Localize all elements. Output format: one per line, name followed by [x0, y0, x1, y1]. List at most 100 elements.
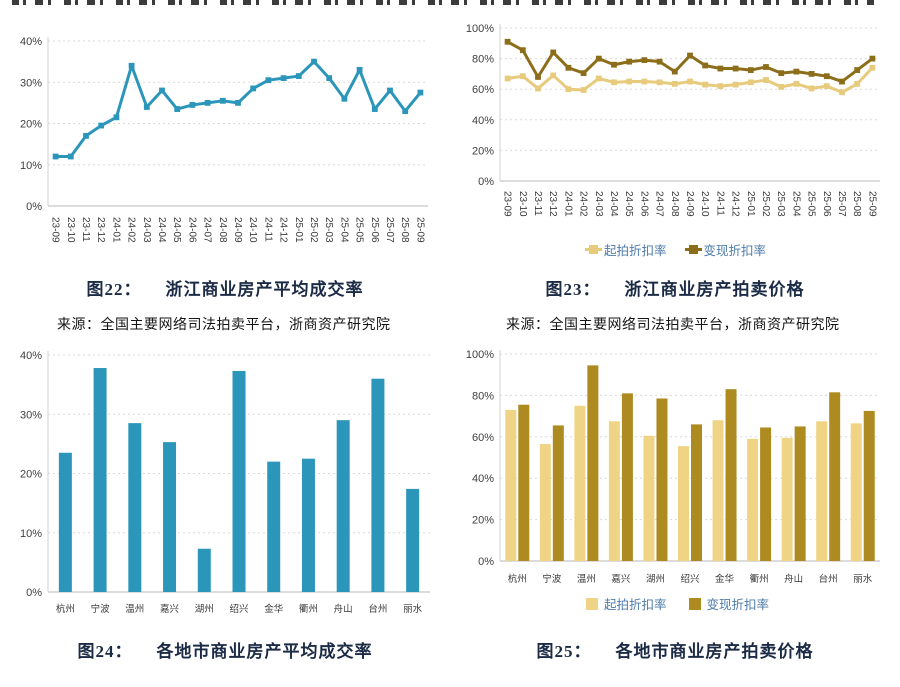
- legend-item: 起拍折扣率: [585, 594, 667, 613]
- svg-text:24-10: 24-10: [699, 191, 710, 217]
- svg-text:25-02: 25-02: [308, 217, 319, 243]
- fig25-bar-chart: 0% 20% 40% 60% 80% 100% 杭州 宁波 温州 嘉兴 湖州 绍兴 金华 衢州 舟山 台州 丽水: [466, 349, 880, 585]
- svg-text:25-02: 25-02: [760, 191, 771, 217]
- svg-text:24-08: 24-08: [669, 191, 680, 217]
- svg-text:丽水: 丽水: [853, 573, 873, 585]
- svg-text:25-05: 25-05: [354, 217, 365, 243]
- svg-text:嘉兴: 嘉兴: [160, 603, 179, 615]
- svg-text:绍兴: 绍兴: [680, 573, 699, 585]
- svg-text:23-11: 23-11: [80, 217, 91, 242]
- fig25-caption-label: 图25：: [536, 642, 592, 661]
- svg-text:25-07: 25-07: [836, 191, 847, 217]
- svg-text:25-08: 25-08: [399, 217, 410, 243]
- svg-text:23-12: 23-12: [547, 191, 558, 217]
- svg-text:100%: 100%: [466, 23, 494, 35]
- svg-text:24-08: 24-08: [217, 217, 228, 243]
- svg-text:24-03: 24-03: [593, 191, 604, 217]
- svg-text:24-07: 24-07: [654, 191, 665, 217]
- svg-text:20%: 20%: [20, 119, 42, 131]
- svg-text:衢州: 衢州: [299, 603, 318, 615]
- svg-text:金华: 金华: [715, 573, 735, 585]
- fig25-legend: 起拍折扣率 变现折扣率: [455, 594, 900, 613]
- fig23-line-chart: 0% 20% 40% 60% 80% 100% 23-09 23-10 23-11 23-12 24…: [466, 23, 880, 217]
- svg-text:25-03: 25-03: [775, 191, 786, 217]
- fig25-caption-title: 各地市商业房产拍卖价格: [615, 642, 814, 661]
- legend-label: 变现折扣率: [706, 598, 770, 612]
- svg-text:40%: 40%: [20, 36, 42, 48]
- fig24-caption-label: 图24：: [77, 642, 133, 661]
- svg-text:24-07: 24-07: [202, 217, 213, 243]
- svg-text:40%: 40%: [472, 473, 494, 485]
- svg-text:25-09: 25-09: [414, 217, 425, 243]
- svg-text:嘉兴: 嘉兴: [611, 573, 630, 585]
- svg-text:24-04: 24-04: [156, 217, 167, 243]
- svg-text:25-03: 25-03: [323, 217, 334, 243]
- svg-text:24-03: 24-03: [141, 217, 152, 243]
- svg-text:0%: 0%: [478, 556, 494, 568]
- fig22-caption-label: 图22：: [86, 280, 142, 299]
- svg-text:25-01: 25-01: [745, 191, 756, 217]
- fig23-source: 来源：全国主要网络司法拍卖平台，浙商资产研究院: [506, 318, 840, 333]
- svg-text:0%: 0%: [26, 201, 42, 213]
- svg-text:台州: 台州: [819, 573, 838, 585]
- svg-text:25-08: 25-08: [851, 191, 862, 217]
- svg-text:24-05: 24-05: [171, 217, 182, 243]
- svg-text:25-05: 25-05: [806, 191, 817, 217]
- svg-text:台州: 台州: [368, 603, 387, 615]
- legend-swatch-icon: [688, 597, 701, 610]
- svg-text:24-06: 24-06: [638, 191, 649, 217]
- svg-text:30%: 30%: [20, 77, 42, 89]
- legend-swatch-icon: [584, 245, 602, 254]
- svg-text:24-09: 24-09: [232, 217, 243, 243]
- svg-text:温州: 温州: [125, 604, 144, 615]
- svg-text:24-05: 24-05: [623, 191, 634, 217]
- legend-item: 起拍折扣率: [584, 240, 667, 259]
- svg-text:湖州: 湖州: [195, 604, 214, 615]
- svg-text:24-01: 24-01: [562, 191, 573, 217]
- fig24-caption: 图24： 各地市商业房产平均成交率: [0, 637, 450, 662]
- fig23-legend: 起拍折扣率 变现折扣率: [455, 240, 900, 259]
- svg-text:24-11: 24-11: [714, 191, 725, 216]
- svg-text:杭州: 杭州: [508, 573, 527, 585]
- svg-text:舟山: 舟山: [334, 603, 353, 615]
- svg-text:宁波: 宁波: [91, 603, 111, 615]
- svg-text:25-04: 25-04: [790, 191, 801, 217]
- fig25-caption: 图25： 各地市商业房产拍卖价格: [450, 637, 900, 662]
- svg-text:温州: 温州: [577, 574, 596, 585]
- svg-text:衢州: 衢州: [750, 573, 769, 585]
- svg-text:24-11: 24-11: [262, 217, 273, 242]
- legend-label: 起拍折扣率: [603, 598, 667, 612]
- svg-text:24-01: 24-01: [110, 217, 121, 243]
- svg-text:25-01: 25-01: [293, 217, 304, 243]
- svg-text:10%: 10%: [20, 528, 42, 540]
- svg-text:20%: 20%: [472, 145, 494, 157]
- fig23-caption-label: 图23：: [545, 280, 601, 299]
- svg-text:40%: 40%: [20, 350, 42, 362]
- svg-text:80%: 80%: [472, 390, 494, 402]
- svg-text:60%: 60%: [472, 432, 494, 444]
- svg-text:24-02: 24-02: [126, 217, 137, 243]
- svg-text:24-12: 24-12: [730, 191, 741, 217]
- legend-item: 变现折扣率: [688, 594, 770, 613]
- svg-text:40%: 40%: [472, 115, 494, 127]
- svg-text:23-12: 23-12: [95, 217, 106, 243]
- svg-text:80%: 80%: [472, 54, 494, 66]
- svg-text:25-09: 25-09: [866, 191, 877, 217]
- svg-text:金华: 金华: [264, 603, 284, 615]
- fig22-source: 来源：全国主要网络司法拍卖平台，浙商资产研究院: [57, 318, 391, 333]
- svg-text:25-07: 25-07: [384, 217, 395, 243]
- svg-text:24-02: 24-02: [578, 191, 589, 217]
- fig23-caption: 图23： 浙江商业房产拍卖价格: [450, 275, 900, 300]
- svg-text:24-12: 24-12: [278, 217, 289, 243]
- fig22-line-chart: 0% 10% 20% 30% 40% 23-09 23-10 23-11 23-12 24-01 2…: [20, 36, 428, 243]
- svg-text:100%: 100%: [466, 349, 494, 361]
- fig22-caption-title: 浙江商业房产平均成交率: [165, 280, 364, 299]
- svg-text:宁波: 宁波: [542, 573, 562, 585]
- fig24-caption-title: 各地市商业房产平均成交率: [156, 642, 373, 661]
- svg-text:25-04: 25-04: [338, 217, 349, 243]
- fig23-caption-title: 浙江商业房产拍卖价格: [624, 280, 805, 299]
- legend-item: 变现折扣率: [684, 240, 766, 259]
- svg-text:杭州: 杭州: [56, 603, 75, 615]
- svg-text:23-10: 23-10: [517, 191, 528, 217]
- legend-swatch-icon: [684, 245, 702, 254]
